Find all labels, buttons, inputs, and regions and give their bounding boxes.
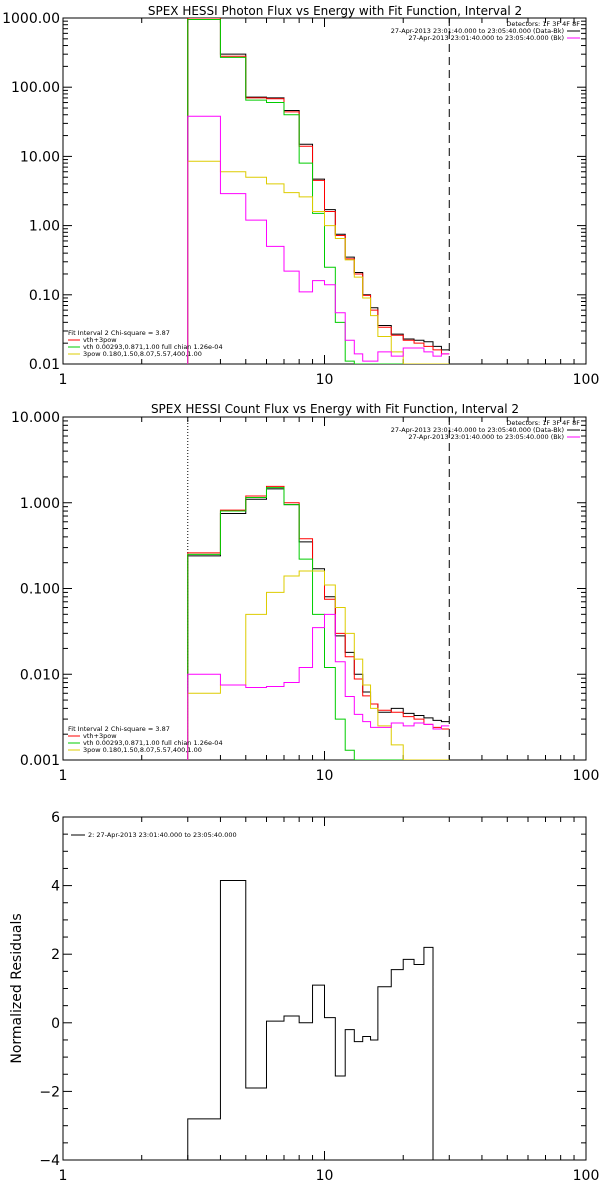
y-tick-label: 10.00 (20, 149, 60, 165)
series-vth-3pow (187, 485, 450, 760)
residuals-panel: Normalized Residuals 1 10 100 −4 −2 0 2 4 6 2: 27… (9, 810, 599, 1184)
series-data-bk (187, 18, 450, 364)
photon-plot-area: 1 10 100 0.01 0.10 1.00 10.00 100.00 1000.00 Dete… (2, 11, 599, 388)
series-bk (187, 613, 450, 760)
legend-entry: Fit Interval 2 Chi-square = 3.87 (68, 725, 170, 733)
y-tick-label: 1.00 (29, 219, 60, 235)
y-tick-label: −2 (39, 1084, 60, 1100)
y-axis: −4 −2 0 2 4 6 (39, 810, 586, 1169)
legend-entry: vth+3pow (83, 732, 117, 740)
legend-bottom-left: Fit Interval 2 Chi-square = 3.87vth+3pow… (68, 329, 223, 358)
y-tick-label: 4 (51, 879, 60, 895)
count-flux-panel: SPEX HESSI Count Flux vs Energy with Fit… (11, 402, 599, 784)
series-3pow (187, 570, 450, 760)
y-tick-label: 0.100 (20, 582, 60, 598)
series-2-27-apr-2013-23-01-40-000-to-23-05-40-000 (187, 879, 450, 1160)
series-group (187, 18, 450, 364)
series-bk (187, 115, 450, 364)
x-tick-label: 10 (316, 1168, 334, 1184)
y-tick-label: 0.010 (20, 667, 60, 683)
chart-title: SPEX HESSI Photon Flux vs Energy with Fi… (148, 4, 522, 18)
y-axis: 0.01 0.10 1.00 10.00 100.00 1000.00 (2, 11, 586, 373)
count-plot-area: 1 10 100 0.001 0.010 0.100 1.000 10.000 Detector… (11, 410, 599, 784)
legend-entry: Detectors: 1F 3F 4F 8F (506, 419, 580, 427)
legend-entry: 27-Apr-2013 23:01:40.000 to 23:05:40.000… (408, 34, 564, 42)
y-axis: 0.001 0.010 0.100 1.000 10.000 (11, 410, 586, 769)
x-tick-label: 1 (59, 1168, 68, 1184)
legend-entry: Fit Interval 2 Chi-square = 3.87 (68, 329, 170, 337)
y-tick-label: 0.10 (29, 288, 60, 304)
legend-entry: 3pow 0.180,1.50,8.07,5.57,400,1.00 (83, 350, 202, 358)
x-tick-label: 100 (573, 372, 600, 388)
y-tick-label: 1000.00 (2, 11, 60, 27)
legend-entry: 3pow 0.180,1.50,8.07,5.57,400,1.00 (83, 746, 202, 754)
x-axis: 1 10 100 (59, 18, 600, 388)
series-group (187, 485, 450, 760)
legend-entry: vth 0.00293,0.871,1.00 full chian 1.26e-… (83, 739, 223, 747)
x-tick-label: 1 (59, 768, 68, 784)
y-tick-label: 0.001 (20, 753, 60, 769)
y-tick-label: −4 (39, 1153, 60, 1169)
y-tick-label: 0 (51, 1016, 60, 1032)
legend-entry: 2: 27-Apr-2013 23:01:40.000 to 23:05:40.… (88, 831, 237, 839)
series-vth (187, 19, 450, 364)
legend-entry: 27-Apr-2013 23:01:40.000 to 23:05:40.000… (408, 433, 564, 441)
x-tick-label: 10 (316, 768, 334, 784)
x-tick-label: 100 (573, 768, 600, 784)
y-tick-label: 6 (51, 810, 60, 826)
legend-bottom-left: Fit Interval 2 Chi-square = 3.87vth+3pow… (68, 725, 223, 754)
residuals-plot-area: 1 10 100 −4 −2 0 2 4 6 2: 27-Apr-2013 23:01:40.00… (39, 810, 599, 1184)
x-axis: 1 10 100 (59, 417, 600, 784)
photon-flux-panel: SPEX HESSI Photon Flux vs Energy with Fi… (2, 4, 599, 388)
legend-entry: vth 0.00293,0.871,1.00 full chian 1.26e-… (83, 343, 223, 351)
y-tick-label: 100.00 (11, 80, 60, 96)
series-vth-3pow (187, 18, 450, 364)
x-axis: 1 10 100 (59, 817, 600, 1184)
y-tick-label: 2 (51, 947, 60, 963)
legend-entry: Detectors: 1F 3F 4F 8F (506, 20, 580, 28)
legend-entry: vth+3pow (83, 336, 117, 344)
legend-top-left: 2: 27-Apr-2013 23:01:40.000 to 23:05:40.… (71, 831, 237, 839)
series-vth (187, 487, 450, 760)
series-3pow (187, 160, 450, 364)
y-tick-label: 1.000 (20, 496, 60, 512)
legend-entry: 27-Apr-2013 23:01:40.000 to 23:05:40.000… (391, 426, 564, 434)
y-tick-label: 10.000 (11, 410, 60, 426)
x-tick-label: 100 (573, 1168, 600, 1184)
y-tick-label: 0.01 (29, 357, 60, 373)
series-group (187, 879, 450, 1160)
series-data-bk (187, 488, 450, 760)
chart-title: SPEX HESSI Count Flux vs Energy with Fit… (151, 402, 519, 416)
legend-entry: 27-Apr-2013 23:01:40.000 to 23:05:40.000… (391, 27, 564, 35)
x-tick-label: 10 (316, 372, 334, 388)
y-axis-label: Normalized Residuals (9, 913, 25, 1063)
x-tick-label: 1 (59, 372, 68, 388)
